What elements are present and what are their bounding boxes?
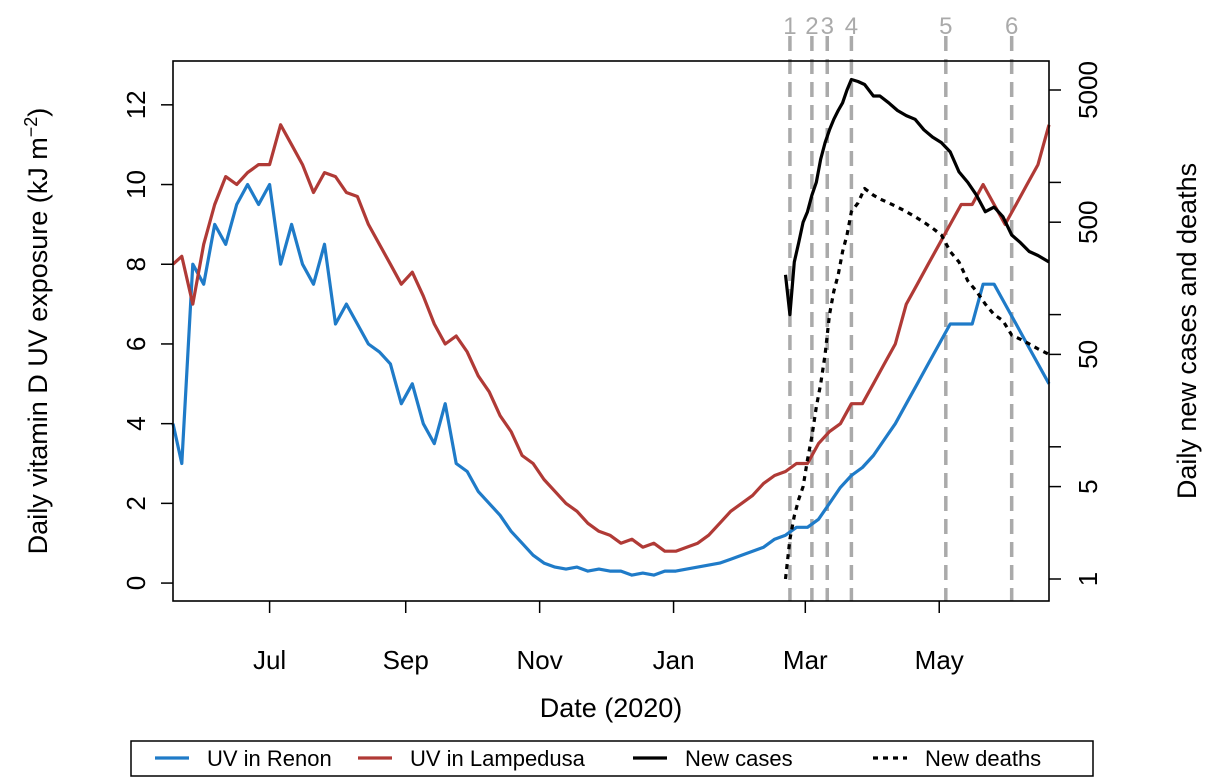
legend-label: New cases <box>685 746 793 771</box>
x-tick-label: Mar <box>783 645 828 675</box>
x-tick-label: Sep <box>383 645 429 675</box>
x-tick-label: May <box>915 645 964 675</box>
event-label: 5 <box>939 13 952 40</box>
y-left-tick-label: 8 <box>121 257 151 271</box>
legend-box <box>130 740 1094 777</box>
y-axis-right-title: Daily new cases and deaths <box>1172 163 1202 499</box>
y-left-tick-label: 10 <box>121 170 151 199</box>
series-line-uv-in-renon <box>171 182 1051 577</box>
legend-label: New deaths <box>925 746 1041 771</box>
y-axis-left-title-close: ) <box>23 108 53 117</box>
plot-frame <box>172 60 1050 602</box>
legend-label: UV in Lampedusa <box>410 746 586 771</box>
x-tick-label: Jul <box>253 645 286 675</box>
y-left-tick-label: 2 <box>121 496 151 510</box>
event-label: 3 <box>821 13 834 40</box>
y-right-tick-label: 50 <box>1073 340 1103 369</box>
y-right-tick-label: 500 <box>1073 201 1103 244</box>
event-label: 4 <box>845 13 858 40</box>
y-axis-left-title-exponent: −2 <box>21 117 41 138</box>
y-axis-right: 1 5 50 500 5000 <box>1049 61 1103 586</box>
event-label: 2 <box>805 13 818 40</box>
legend-label: UV in Renon <box>207 746 332 771</box>
legend-items: UV in Renon UV in Lampedusa New cases New d… <box>155 746 1041 771</box>
legend: UV in Renon UV in Lampedusa New cases New d… <box>130 740 1094 777</box>
y-right-tick-label: 5000 <box>1073 61 1103 119</box>
event-label: 1 <box>783 13 796 40</box>
y-left-tick-label: 0 <box>121 576 151 590</box>
y-right-tick-label: 5 <box>1073 479 1103 493</box>
y-axis-left-title-main: Daily vitamin D UV exposure (kJ m <box>23 137 53 554</box>
y-left-tick-label: 4 <box>121 416 151 430</box>
event-label: 6 <box>1005 13 1018 40</box>
y-left-tick-label: 12 <box>121 90 151 119</box>
y-right-tick-label: 1 <box>1073 572 1103 586</box>
y-axis-left-title: Daily vitamin D UV exposure (kJ m−2) <box>21 108 53 555</box>
x-axis-title: Date (2020) <box>540 693 683 723</box>
series-line-new-cases <box>783 77 1050 317</box>
y-left-tick-label: 6 <box>121 337 151 351</box>
y-axis-left: 0 2 4 6 8 10 12 <box>121 90 173 590</box>
x-tick-label: Jan <box>653 645 695 675</box>
series-layer <box>171 77 1051 580</box>
series-line-new-deaths <box>783 186 1050 580</box>
x-tick-label: Nov <box>517 645 563 675</box>
series-line-uv-in-lampedusa <box>171 123 1051 553</box>
x-axis: Jul Sep Nov Jan Mar May <box>253 601 964 675</box>
